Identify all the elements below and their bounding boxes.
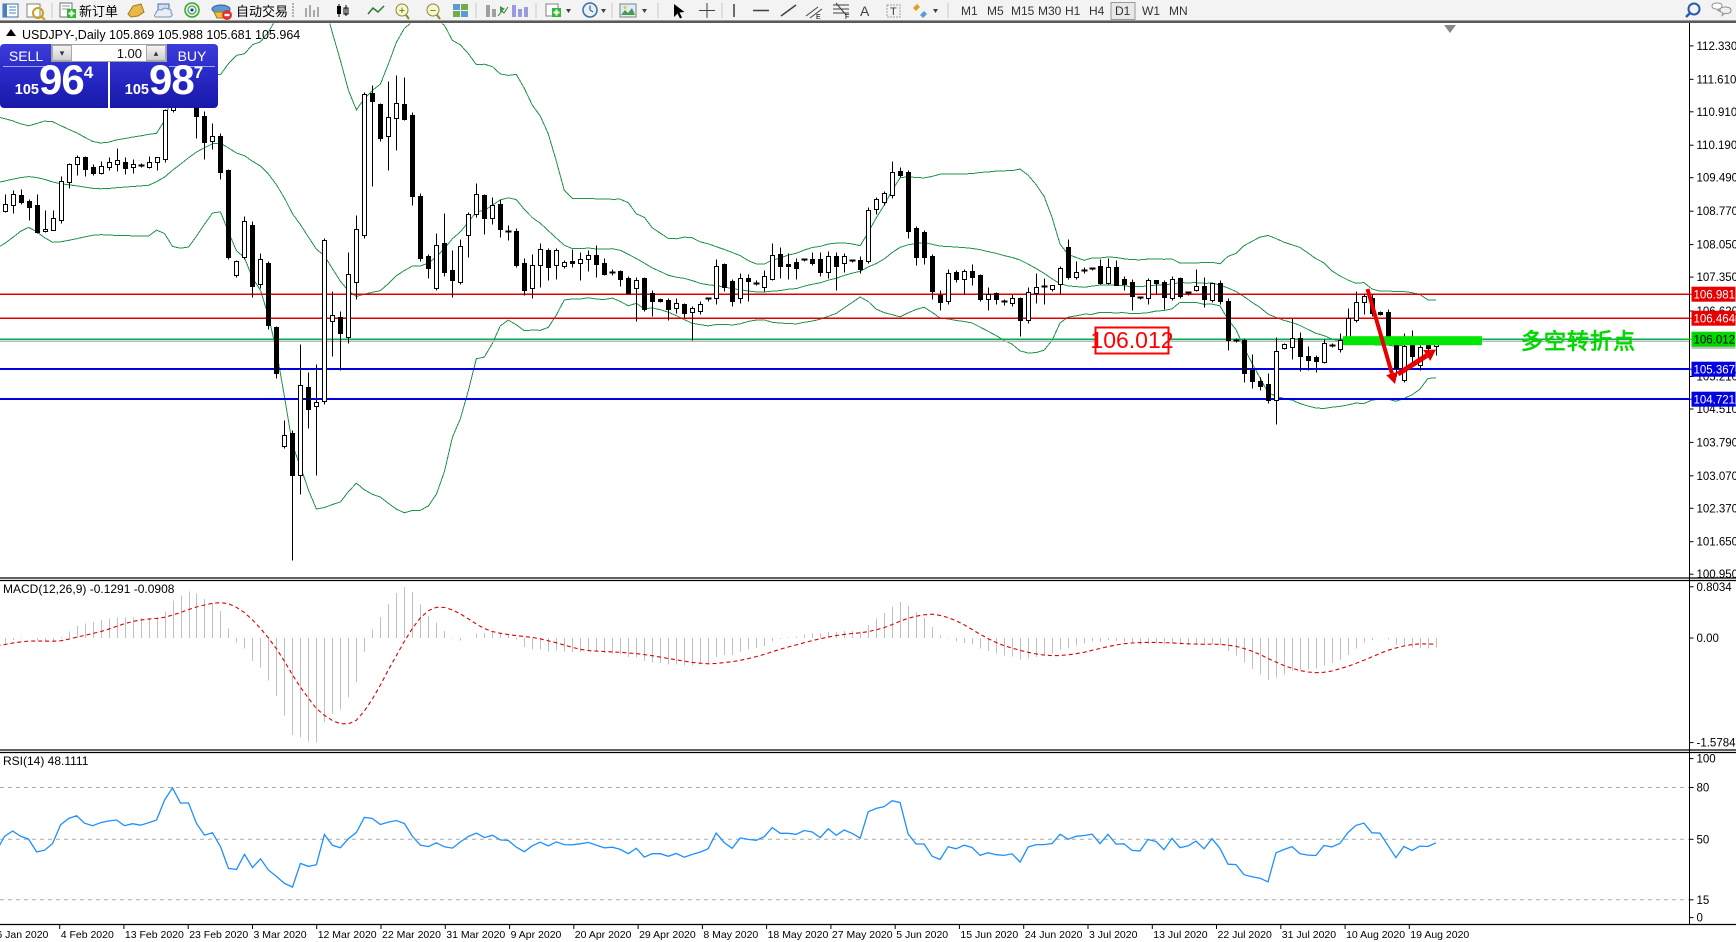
svg-text:15: 15 bbox=[1697, 895, 1710, 907]
svg-text:5 Jun 2020: 5 Jun 2020 bbox=[896, 929, 948, 941]
svg-text:106.012: 106.012 bbox=[1090, 327, 1173, 353]
svg-text:M30: M30 bbox=[1038, 4, 1062, 18]
svg-text:15 Jun 2020: 15 Jun 2020 bbox=[960, 929, 1018, 941]
svg-text:102.370: 102.370 bbox=[1697, 503, 1736, 515]
svg-text:−: − bbox=[430, 5, 436, 17]
svg-text:106.981: 106.981 bbox=[1694, 290, 1736, 302]
svg-text:110.910: 110.910 bbox=[1697, 107, 1736, 119]
svg-text:M1: M1 bbox=[961, 4, 978, 18]
svg-text:104.721: 104.721 bbox=[1694, 395, 1736, 407]
svg-text:新订单: 新订单 bbox=[79, 4, 118, 19]
svg-text:22 Mar 2020: 22 Mar 2020 bbox=[382, 929, 441, 941]
svg-text:80: 80 bbox=[1697, 783, 1710, 795]
svg-text:W1: W1 bbox=[1142, 4, 1160, 18]
svg-text:E: E bbox=[816, 14, 821, 21]
svg-text:29 Apr 2020: 29 Apr 2020 bbox=[639, 929, 696, 941]
svg-text:18 May 2020: 18 May 2020 bbox=[768, 929, 829, 941]
svg-text:MACD(12,26,9) -0.1291 -0.0908: MACD(12,26,9) -0.1291 -0.0908 bbox=[3, 582, 175, 596]
svg-text:103.790: 103.790 bbox=[1697, 437, 1736, 449]
svg-text:D1: D1 bbox=[1115, 4, 1131, 18]
svg-text:MN: MN bbox=[1169, 4, 1188, 18]
svg-text:100: 100 bbox=[1697, 754, 1716, 766]
svg-text:3 Mar 2020: 3 Mar 2020 bbox=[254, 929, 307, 941]
svg-text:13 Jul 2020: 13 Jul 2020 bbox=[1153, 929, 1207, 941]
svg-text:24 Jun 2020: 24 Jun 2020 bbox=[1025, 929, 1083, 941]
svg-text:112.330: 112.330 bbox=[1697, 41, 1736, 53]
svg-text:110.190: 110.190 bbox=[1697, 140, 1736, 152]
svg-text:105.367: 105.367 bbox=[1694, 365, 1736, 377]
svg-text:111.610: 111.610 bbox=[1697, 74, 1736, 86]
svg-text:6 Jan 2020: 6 Jan 2020 bbox=[0, 929, 49, 941]
svg-text:31 Jul 2020: 31 Jul 2020 bbox=[1282, 929, 1336, 941]
svg-text:0.8034: 0.8034 bbox=[1697, 582, 1733, 594]
svg-text:20 Apr 2020: 20 Apr 2020 bbox=[575, 929, 632, 941]
svg-text:0.00: 0.00 bbox=[1697, 633, 1719, 645]
svg-text:+: + bbox=[399, 5, 405, 17]
svg-text:M5: M5 bbox=[987, 4, 1004, 18]
svg-text:T: T bbox=[890, 6, 897, 18]
svg-text:107.350: 107.350 bbox=[1697, 272, 1736, 284]
svg-text:USDJPY-,Daily 105.869 105.988: USDJPY-,Daily 105.869 105.988 105.681 10… bbox=[22, 28, 300, 42]
svg-text:4 Feb 2020: 4 Feb 2020 bbox=[61, 929, 114, 941]
svg-text:F: F bbox=[845, 14, 849, 21]
svg-text:-1.5784: -1.5784 bbox=[1697, 738, 1736, 750]
svg-text:31 Mar 2020: 31 Mar 2020 bbox=[446, 929, 505, 941]
svg-text:多空转折点: 多空转折点 bbox=[1521, 329, 1636, 354]
svg-text:8 May 2020: 8 May 2020 bbox=[703, 929, 758, 941]
svg-text:27 May 2020: 27 May 2020 bbox=[832, 929, 893, 941]
svg-text:50: 50 bbox=[1697, 834, 1710, 846]
svg-text:M15: M15 bbox=[1011, 4, 1035, 18]
svg-text:RSI(14) 48.1111: RSI(14) 48.1111 bbox=[3, 754, 89, 768]
svg-text:104.510: 104.510 bbox=[1697, 404, 1736, 416]
svg-text:109.490: 109.490 bbox=[1697, 173, 1736, 185]
svg-text:108.050: 108.050 bbox=[1697, 240, 1736, 252]
svg-text:H4: H4 bbox=[1089, 4, 1105, 18]
svg-text:22 Jul 2020: 22 Jul 2020 bbox=[1218, 929, 1272, 941]
svg-text:100.950: 100.950 bbox=[1697, 569, 1736, 581]
svg-text:A: A bbox=[860, 3, 870, 19]
svg-text:自动交易: 自动交易 bbox=[236, 4, 288, 19]
svg-text:106.012: 106.012 bbox=[1694, 335, 1736, 347]
svg-text:108.770: 108.770 bbox=[1697, 206, 1736, 218]
svg-text:103.070: 103.070 bbox=[1697, 471, 1736, 483]
svg-text:10 Aug 2020: 10 Aug 2020 bbox=[1346, 929, 1405, 941]
svg-text:0: 0 bbox=[1697, 913, 1703, 925]
svg-text:101.650: 101.650 bbox=[1697, 537, 1736, 549]
svg-text:12 Mar 2020: 12 Mar 2020 bbox=[318, 929, 377, 941]
svg-text:13 Feb 2020: 13 Feb 2020 bbox=[125, 929, 184, 941]
svg-text:3 Jul 2020: 3 Jul 2020 bbox=[1089, 929, 1138, 941]
svg-text:H1: H1 bbox=[1065, 4, 1081, 18]
svg-text:9 Apr 2020: 9 Apr 2020 bbox=[511, 929, 562, 941]
svg-text:23 Feb 2020: 23 Feb 2020 bbox=[189, 929, 248, 941]
svg-text:19 Aug 2020: 19 Aug 2020 bbox=[1410, 929, 1469, 941]
svg-text:106.464: 106.464 bbox=[1694, 314, 1736, 326]
